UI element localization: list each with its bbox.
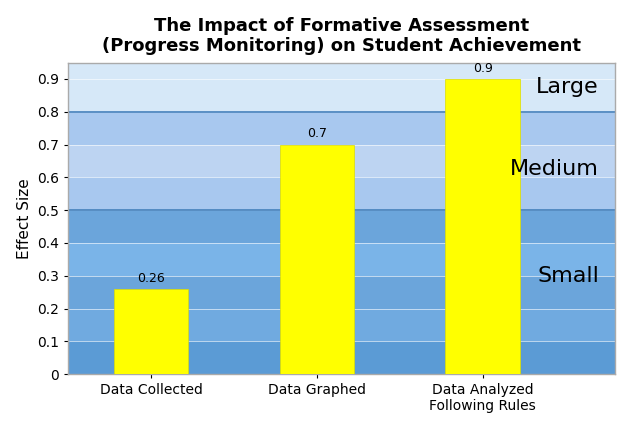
Text: 0.9: 0.9 xyxy=(473,62,493,75)
Text: 0.26: 0.26 xyxy=(137,272,165,285)
Text: Small: Small xyxy=(537,266,599,286)
Bar xyxy=(68,341,616,374)
Bar xyxy=(68,243,616,276)
Bar xyxy=(68,144,616,177)
Bar xyxy=(68,276,616,308)
Bar xyxy=(68,308,616,341)
Bar xyxy=(114,289,188,374)
Text: Medium: Medium xyxy=(510,159,599,179)
Bar xyxy=(446,79,520,374)
Bar xyxy=(68,177,616,210)
Y-axis label: Effect Size: Effect Size xyxy=(16,178,32,259)
Text: Large: Large xyxy=(537,77,599,97)
Bar xyxy=(68,210,616,243)
Bar xyxy=(68,112,616,144)
Bar xyxy=(279,144,354,374)
Bar xyxy=(68,63,616,112)
Text: 0.7: 0.7 xyxy=(307,127,327,140)
Title: The Impact of Formative Assessment
(Progress Monitoring) on Student Achievement: The Impact of Formative Assessment (Prog… xyxy=(102,17,581,55)
